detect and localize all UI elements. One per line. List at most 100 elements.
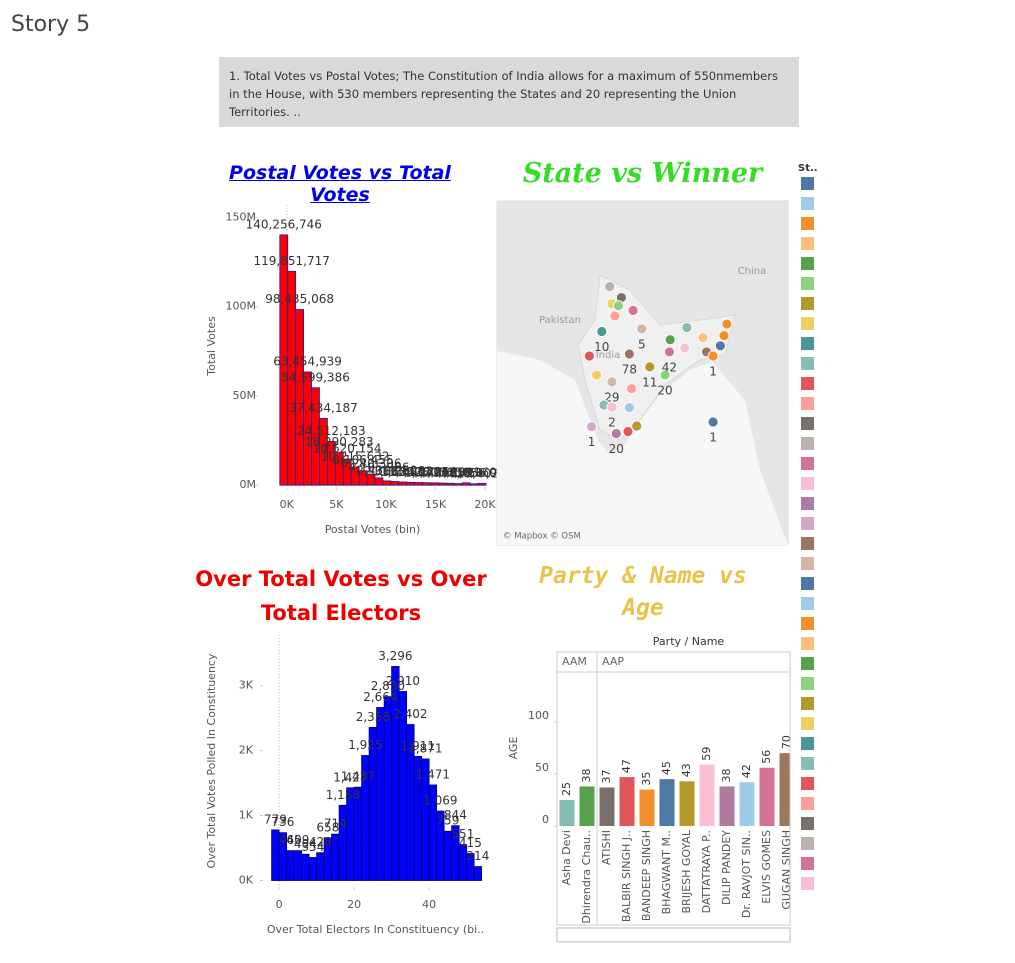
chart-title: State vs Winner [522,158,763,189]
legend-swatch [801,297,814,310]
legend-swatch [801,537,814,550]
map-point [714,340,726,352]
x-tick-label: 40 [422,898,436,911]
panel-frame [556,651,791,926]
map-point [610,428,622,439]
value-label: 10,215,632 [321,449,390,463]
point-label: 1 [588,435,596,449]
value-label: 1,630,942 [380,465,441,479]
map-point [659,369,671,381]
legend-swatch [801,757,814,770]
map-point [681,322,693,333]
map-point [583,350,595,362]
map-point [636,323,648,335]
map-point [622,426,634,437]
y-axis-title: AGE [507,737,520,760]
map-point [606,376,618,388]
category-label: DILIP PANDEY [720,830,733,905]
bar [579,786,595,826]
value-label: 18,290,283 [305,435,374,449]
value-label: 59 [700,747,713,761]
map-point [679,342,691,354]
place-name: India [596,350,621,361]
value-label: 37,434,187 [289,401,358,415]
point-label: 29 [604,390,619,404]
value-label: 54,599,386 [281,370,350,384]
place-name: China [738,266,767,277]
bar [639,789,655,826]
map-point [707,416,719,428]
bar [461,482,471,486]
legend-swatch [801,417,814,430]
point-label: 1 [709,430,717,444]
legend-swatch [801,837,814,850]
value-label: 1,069 [423,794,457,808]
value-label: 2,431,250 [356,463,417,477]
legend-swatch [801,357,814,370]
map-point [626,383,637,395]
map-point [624,348,635,360]
point-label: 20 [609,442,624,456]
legend-swatch [801,477,814,490]
map-point [664,334,676,346]
value-label: 844 [444,808,467,822]
legend-swatch [801,377,814,390]
map-point [718,330,730,342]
value-label: 1,158 [326,788,360,802]
value-label: 2,664 [363,690,397,704]
bar [599,787,615,826]
map-point [697,332,709,344]
bar [473,866,483,881]
point-label: 20 [657,384,672,398]
value-label: 658 [316,820,339,834]
value-label: 1,106,391 [420,466,481,480]
map-point [664,346,675,358]
legend-swatch [801,817,814,830]
value-label: 43 [680,763,693,777]
y-axis-title: Over Total Votes Polled In Constituency [205,653,218,868]
value-label: 6,240,306 [340,457,401,471]
map-point [606,401,618,413]
category-label: Dr. RAVJOT SIN.. [740,830,753,918]
value-label: 354 [301,840,324,854]
bar [739,782,755,826]
x-tick-label: 0 [276,898,283,911]
value-label: 759 [436,814,459,828]
legend-swatch [801,217,814,230]
y-tick-label: 0M [240,478,257,491]
legend-swatch [801,237,814,250]
bar [374,477,384,486]
legend-swatch [801,317,814,330]
category-label: Asha Devi [560,830,573,885]
value-label: 42 [740,764,753,778]
y-tick-label: 3K [239,679,254,692]
value-label: 1,911 [401,739,435,753]
legend-swatch [801,577,814,590]
value-label: 415 [459,836,482,850]
value-label: 2,402 [393,707,427,721]
value-label: 140,256,746 [246,217,322,231]
legend-swatch [801,857,814,870]
map-point [591,369,603,381]
value-label: 37 [600,770,613,784]
legend-swatch [801,877,814,890]
point-label: 10 [594,340,609,354]
chart-title: Over Total Votes vs Over Total Electors [195,567,487,625]
bar [559,799,575,826]
scrollbar [556,927,791,943]
category-label: BANDEEP SINGH [640,830,653,921]
value-label: 779 [264,812,287,826]
bar [414,482,423,486]
legend-swatch [801,797,814,810]
bar [659,779,675,826]
value-label: 1,812,413 [372,464,433,478]
value-label: 8,106,455 [333,453,394,467]
y-tick-label: 1K [239,809,254,822]
category-label: ATISHI [600,830,613,865]
value-label: 1,925 [348,738,382,752]
value-label: 24,512,183 [297,424,366,438]
value-label: 428 [309,835,332,849]
header-row [556,651,791,673]
legend-swatch [801,277,814,290]
